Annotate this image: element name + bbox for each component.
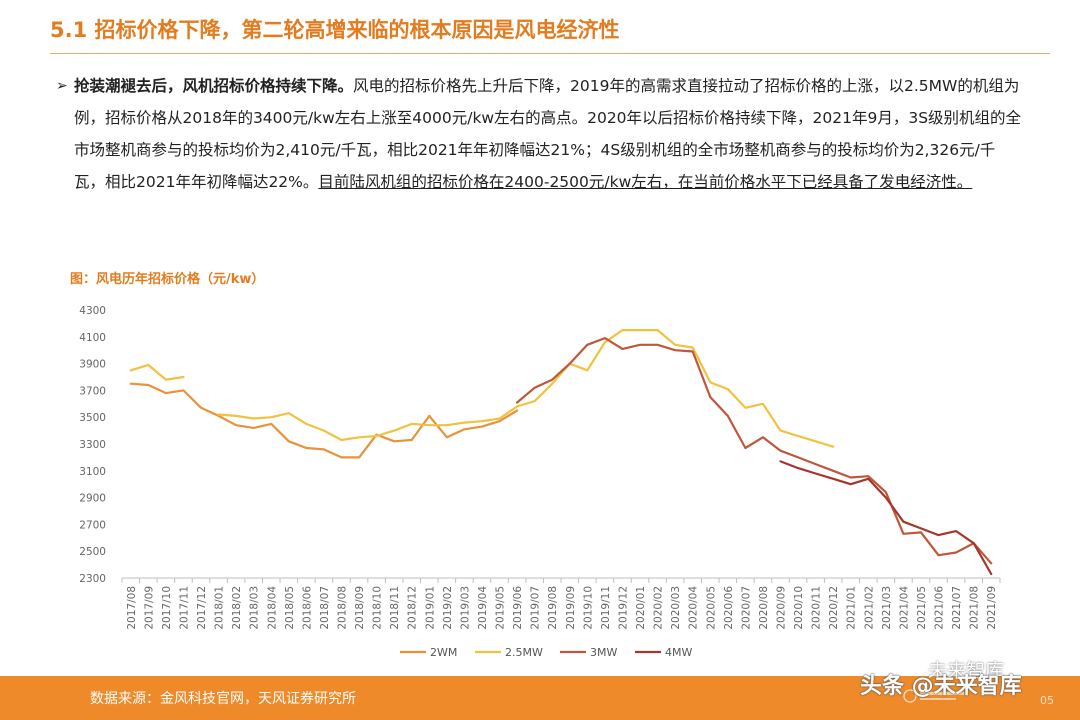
x-tick-label: 2020/09: [776, 586, 788, 630]
x-tick-label: 2021/04: [898, 586, 910, 630]
x-tick-label: 2019/04: [477, 586, 489, 630]
x-tick-label: 2018/07: [319, 586, 331, 630]
x-tick-label: 2017/11: [178, 586, 190, 630]
x-tick-label: 2017/09: [143, 586, 155, 630]
x-tick-label: 2017/10: [161, 586, 173, 630]
x-tick-label: 2018/01: [214, 586, 226, 630]
x-tick-label: 2018/02: [231, 586, 243, 630]
y-tick-label: 4300: [79, 305, 106, 317]
x-tick-label: 2019/11: [600, 586, 612, 630]
x-tick-label: 2021/08: [969, 586, 981, 630]
x-tick-label: 2019/06: [512, 586, 524, 630]
x-tick-label: 2017/08: [126, 586, 138, 630]
source-note: 数据来源：金风科技官网，天风证券研究所: [90, 691, 356, 707]
watermark-top: 未来智库: [928, 660, 1005, 682]
y-tick-label: 3500: [79, 412, 106, 424]
x-tick-label: 2019/07: [530, 586, 542, 630]
x-tick-label: 2021/06: [934, 586, 946, 630]
x-tick-label: 2020/11: [811, 586, 823, 630]
x-tick-label: 2018/11: [389, 586, 401, 630]
x-tick-label: 2021/05: [916, 586, 928, 630]
legend-label: 4MW: [665, 646, 692, 659]
x-tick-label: 2021/07: [951, 586, 963, 630]
bullet-lead: 抢装潮褪去后，风机招标价格持续下降。: [74, 77, 354, 95]
series-line-2wm: [129, 382, 519, 459]
x-tick-label: 2018/08: [337, 586, 349, 630]
x-tick-label: 2020/01: [635, 586, 647, 630]
x-tick-label: 2020/05: [705, 586, 717, 630]
x-tick-label: 2020/10: [793, 586, 805, 630]
x-tick-label: 2019/05: [495, 586, 507, 630]
watermark-bottom: 头条 @未来智库: [860, 674, 1022, 699]
legend-label: 3MW: [590, 646, 617, 659]
y-tick-label: 3700: [79, 385, 106, 397]
x-tick-label: 2020/03: [670, 586, 682, 630]
x-tick-label: 2021/09: [986, 586, 998, 630]
x-tick-label: 2020/02: [653, 586, 665, 630]
x-tick-label: 2018/03: [249, 586, 261, 630]
bullet-body: 风电的招标价格先上升后下降，2019年的高需求直接拉动了招标价格的上涨，以2.5…: [74, 77, 1022, 191]
x-tick-label: 2019/10: [582, 586, 594, 630]
x-tick-label: 2020/08: [758, 586, 770, 630]
bullet-highlight: 目前陆风机组的招标价格在2400-2500元/kw左右，在当前价格水平下已经具备…: [318, 173, 973, 191]
legend-label: 2WM: [430, 646, 457, 659]
y-tick-label: 3300: [79, 439, 106, 451]
legend-label: 2.5MW: [505, 646, 543, 659]
company-logo-icon: [903, 689, 964, 703]
footer-bar: 数据来源：金风科技官网，天风证券研究所 05: [0, 676, 1080, 720]
x-tick-label: 2019/09: [565, 586, 577, 630]
x-tick-label: 2018/04: [266, 586, 278, 630]
series-line-4mw: [779, 460, 993, 576]
bullet-paragraph: ➢ 抢装潮褪去后，风机招标价格持续下降。风电的招标价格先上升后下降，2019年的…: [56, 70, 1026, 198]
x-tick-label: 2017/12: [196, 586, 208, 630]
x-tick-label: 2021/03: [881, 586, 893, 630]
x-tick-label: 2019/08: [547, 586, 559, 630]
x-tick-label: 2021/02: [863, 586, 875, 630]
x-tick-label: 2020/06: [723, 586, 735, 630]
figure-label: 图：风电历年招标价格（元/kw）: [70, 272, 265, 287]
x-tick-label: 2021/01: [846, 586, 858, 630]
x-tick-label: 2019/02: [442, 586, 454, 630]
y-tick-label: 2500: [79, 546, 106, 558]
y-tick-label: 3900: [79, 359, 106, 371]
x-tick-label: 2020/12: [828, 586, 840, 630]
x-tick-label: 2019/03: [459, 586, 471, 630]
bullet-arrow-icon: ➢: [56, 78, 68, 94]
page-number: 05: [1040, 694, 1054, 707]
x-tick-label: 2019/12: [617, 586, 629, 630]
x-tick-label: 2019/01: [424, 586, 436, 630]
x-tick-label: 2018/06: [301, 586, 313, 630]
y-tick-label: 4100: [79, 332, 106, 344]
wechat-icon: [908, 657, 926, 671]
price-line-chart: 2300 2500 2700 2900 3100 3300 3500 3700 3900 4100…: [79, 305, 1001, 659]
x-tick-label: 2018/10: [372, 586, 384, 630]
slide-title: 5.1 招标价格下降，第二轮高增来临的根本原因是风电经济性: [50, 18, 620, 42]
y-tick-label: 3100: [79, 466, 106, 478]
x-tick-label: 2020/04: [688, 586, 700, 630]
series-line-3mw: [516, 337, 993, 565]
bullet-text: 抢装潮褪去后，风机招标价格持续下降。风电的招标价格先上升后下降，2019年的高需…: [74, 70, 1026, 198]
x-tick-label: 2018/12: [407, 586, 419, 630]
title-divider: [50, 53, 1050, 54]
x-tick-label: 2020/07: [740, 586, 752, 630]
x-tick-label: 2018/09: [354, 586, 366, 630]
x-tick-label: 2018/05: [284, 586, 296, 630]
y-tick-label: 2700: [79, 519, 106, 531]
y-tick-label: 2900: [79, 493, 106, 505]
y-tick-label: 2300: [79, 573, 106, 585]
series-line-2-5mw: [129, 329, 835, 448]
